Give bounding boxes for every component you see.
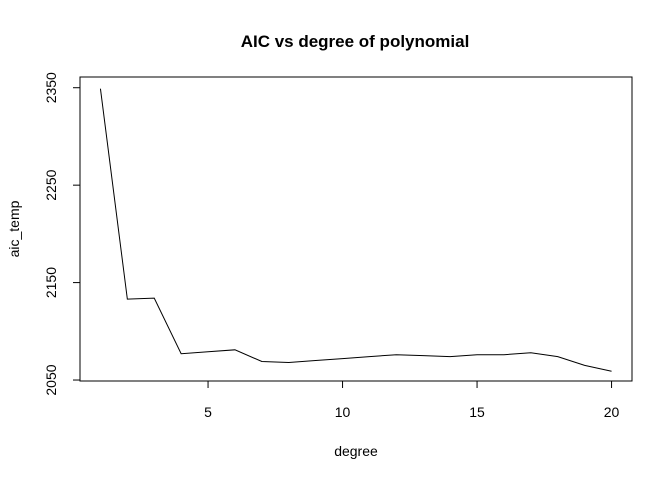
plot-frame	[79, 76, 633, 382]
x-axis-label: degree	[334, 443, 378, 459]
x-tick-label: 5	[204, 404, 212, 420]
y-tick-label: 2150	[43, 267, 59, 298]
chart-title: AIC vs degree of polynomial	[241, 32, 470, 51]
y-tick-label: 2350	[43, 72, 59, 103]
y-axis: 2050 2150 2250 2350	[43, 72, 81, 396]
y-tick-label: 2050	[43, 364, 59, 395]
series-line	[99, 88, 612, 372]
y-tick-label: 2250	[43, 169, 59, 200]
x-tick-label: 15	[469, 404, 485, 420]
y-axis-label: aic_temp	[6, 200, 22, 257]
series-group	[99, 88, 612, 372]
x-tick-label: 10	[335, 404, 351, 420]
x-tick-label: 20	[604, 404, 620, 420]
x-axis: 5 10 15 20	[204, 380, 620, 420]
